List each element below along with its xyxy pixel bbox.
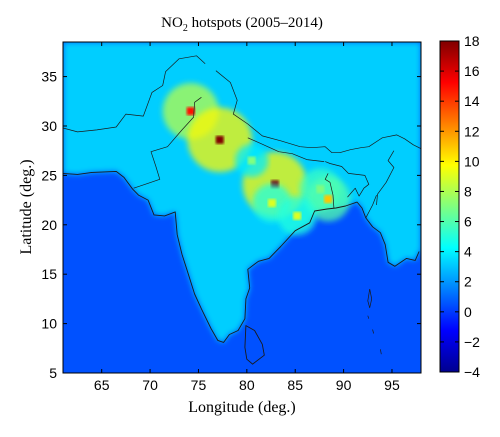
x-tick-label: 90	[336, 377, 352, 393]
hotspot	[215, 135, 224, 144]
coastline-layer	[63, 55, 421, 365]
y-tick-label: 25	[41, 167, 57, 183]
colorbar-tick-label: 18	[464, 33, 480, 49]
y-axis-label: Latitude (deg.)	[18, 159, 35, 254]
colorbar-tick-label: 12	[464, 123, 480, 139]
colorbar-tick-label: 2	[464, 274, 472, 290]
x-tick-label: 95	[384, 377, 400, 393]
chart-title: NO2 hotspots (2005–2014)	[161, 15, 323, 34]
colorbar-tick-label: −2	[464, 334, 480, 350]
colorbar-tick-label: −4	[464, 364, 480, 380]
colorbar-tick-label: 14	[464, 93, 480, 109]
sri-lanka-outline	[244, 325, 265, 365]
coastline	[63, 170, 420, 343]
colorbar-tick-label: 8	[464, 183, 472, 199]
y-tick-label: 5	[49, 365, 57, 381]
colorbar-tick-label: 6	[464, 214, 472, 230]
hotspot	[324, 195, 333, 204]
hotspot	[293, 211, 302, 220]
andaman-islands	[367, 288, 382, 355]
hotspot	[186, 107, 195, 116]
land-field	[63, 42, 421, 343]
x-tick-label: 65	[94, 377, 110, 393]
plot-frame	[62, 41, 422, 374]
hotspot-layer	[162, 83, 351, 236]
x-axis: 65 70 75 80 85 90 95	[94, 42, 400, 393]
colorbar-ticks: 18 16 14 12 10 8 6 4 2 0 −2 −4	[440, 33, 480, 380]
colorbar-tick-label: 0	[464, 304, 472, 320]
y-axis: 5 10 15 20 25 30 35	[41, 69, 421, 381]
y-tick-label: 20	[41, 217, 57, 233]
colorbar-tick-label: 10	[464, 153, 480, 169]
y-tick-label: 15	[41, 266, 57, 282]
x-tick-label: 70	[142, 377, 158, 393]
x-tick-label: 80	[239, 377, 255, 393]
x-axis-label: Longitude (deg.)	[188, 399, 296, 416]
colorbar-tick-label: 4	[464, 244, 472, 260]
map-plot	[63, 42, 421, 373]
country-borders	[63, 55, 421, 219]
y-tick-label: 35	[41, 69, 57, 85]
hotspot	[267, 199, 276, 208]
colorbar	[439, 40, 460, 373]
hotspot	[247, 156, 256, 165]
y-tick-label: 30	[41, 118, 57, 134]
x-tick-label: 85	[287, 377, 303, 393]
land-region	[63, 42, 421, 343]
y-tick-label: 10	[41, 316, 57, 332]
colorbar-tick-label: 16	[464, 63, 480, 79]
x-tick-label: 75	[191, 377, 207, 393]
